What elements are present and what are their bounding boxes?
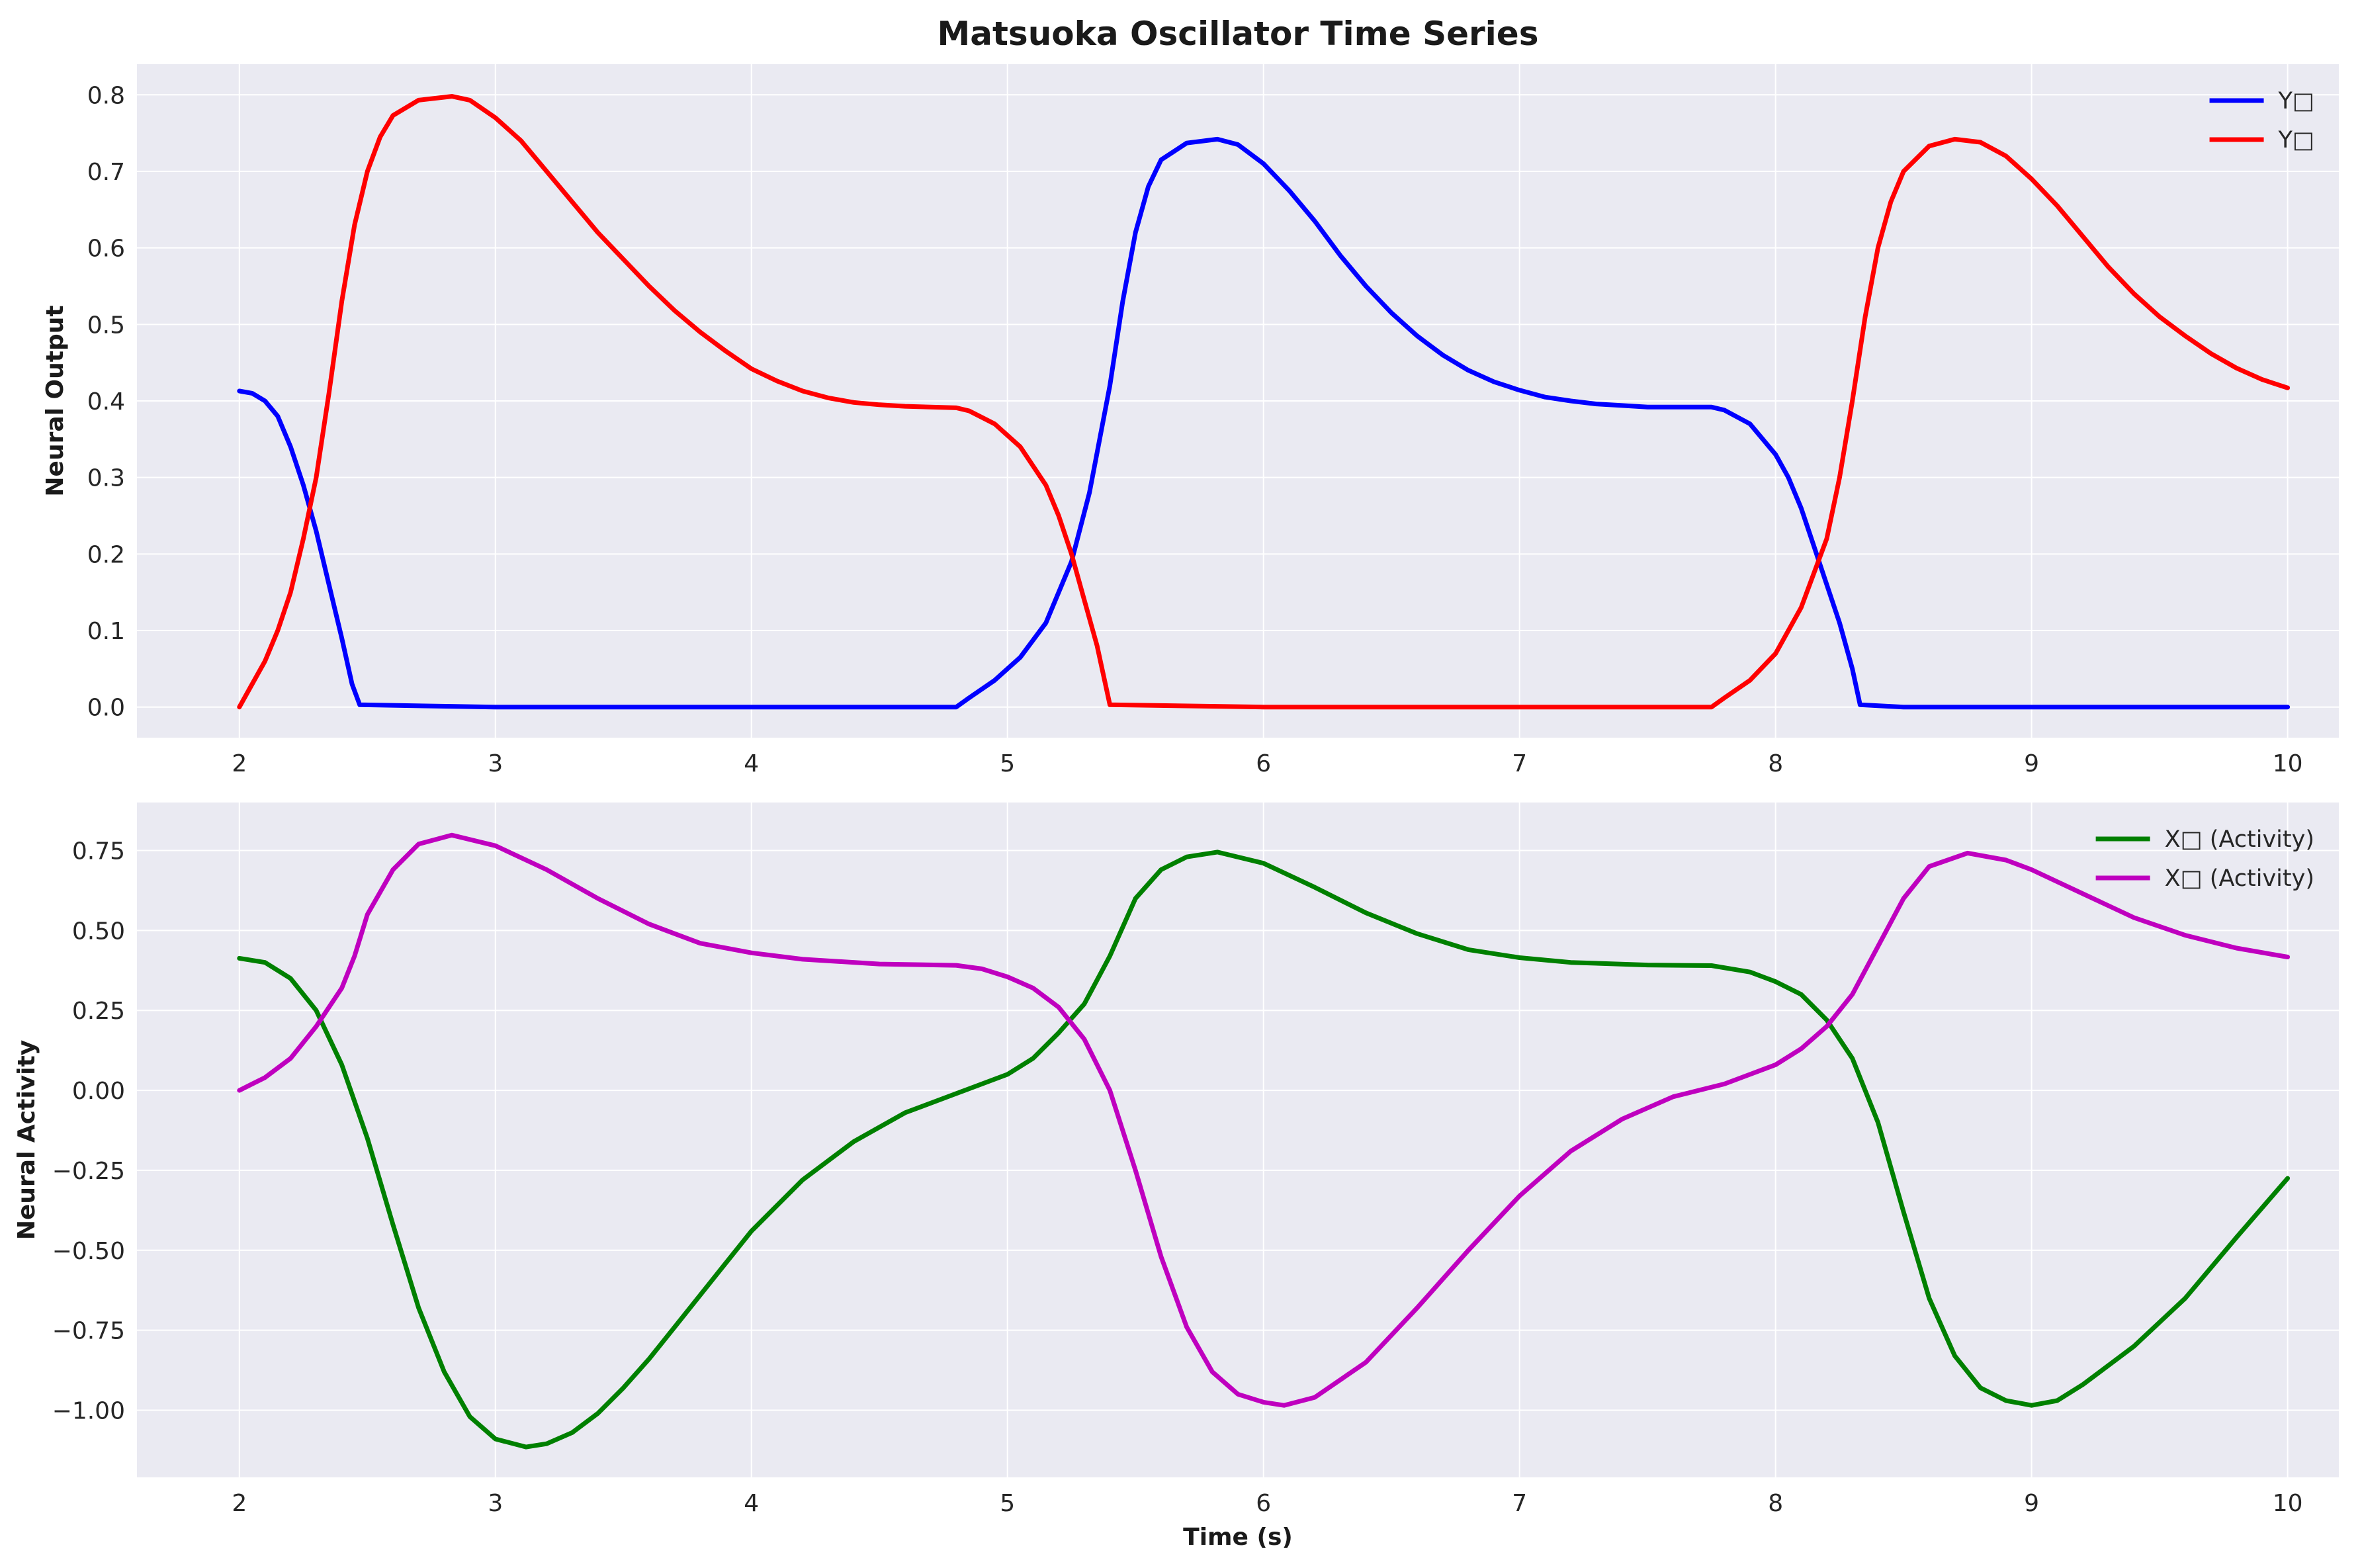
y-tick-label: 0.00 [72, 1078, 125, 1105]
y-axis-label: Neural Activity [13, 1040, 40, 1240]
x-tick-label: 10 [2273, 750, 2303, 777]
y-tick-label: 0.1 [87, 618, 125, 645]
neural-activity-chart: 2 3 4 5 6 7 8 9 10 0.75 0.50 0.25 0.00 −0.25 −0.50 −0.7… [13, 803, 2339, 1551]
legend-label: Y□ [2278, 88, 2314, 114]
y-tick-label: 0.4 [87, 388, 125, 415]
x-tick-label: 7 [1512, 1490, 1527, 1517]
plot-area [137, 803, 2339, 1477]
y-tick-label: −0.50 [52, 1238, 125, 1265]
x-tick-label: 8 [1768, 750, 1783, 777]
x-tick-label: 9 [2024, 750, 2039, 777]
figure-title: Matsuoka Oscillator Time Series [938, 15, 1539, 53]
legend: Y□ Y□ [2209, 88, 2314, 153]
y-tick-label: 0.50 [72, 918, 125, 945]
x-tick-label: 8 [1768, 1490, 1783, 1517]
y-tick-label: 0.25 [72, 998, 125, 1025]
x-tick-label: 3 [488, 750, 503, 777]
y-tick-label: 0.6 [87, 236, 125, 263]
legend-label: X□ (Activity) [2165, 826, 2314, 853]
x-tick-label: 5 [1000, 750, 1015, 777]
x-tick-label: 10 [2273, 1490, 2303, 1517]
y-tick-label: 0.2 [87, 541, 125, 568]
legend-label: Y□ [2278, 127, 2314, 153]
y-tick-label: 0.3 [87, 465, 125, 492]
x-tick-label: 2 [232, 1490, 247, 1517]
x-tick-label: 4 [744, 750, 759, 777]
grid-lines [137, 803, 2339, 1477]
x-tick-label: 6 [1256, 750, 1271, 777]
y-tick-label: −1.00 [52, 1397, 125, 1424]
x-tick-label: 6 [1256, 1490, 1271, 1517]
series-line-2 [237, 94, 2291, 710]
legend-label: X□ (Activity) [2165, 865, 2314, 892]
x-tick-label: 2 [232, 750, 247, 777]
y-tick-label: −0.25 [52, 1158, 125, 1185]
legend: X□ (Activity) X□ (Activity) [2095, 826, 2314, 892]
y-tick-label: −0.75 [52, 1318, 125, 1345]
series-line-2 [237, 832, 2291, 1408]
y-tick-label: 0.75 [72, 838, 125, 865]
x-tick-label: 5 [1000, 1490, 1015, 1517]
x-tick-label: 7 [1512, 750, 1527, 777]
series-line-1 [237, 136, 2291, 710]
y-axis-label: Neural Output [42, 305, 69, 496]
x-tick-label: 3 [488, 1490, 503, 1517]
x-axis-label: Time (s) [1183, 1524, 1293, 1551]
y-tick-label: 0.7 [87, 159, 125, 186]
x-tick-label: 4 [744, 1490, 759, 1517]
x-tick-label: 9 [2024, 1490, 2039, 1517]
neural-output-chart: 2 3 4 5 6 7 8 9 10 0.0 0.1 0.2 0.3 0.4 0.5 0.6 0.7 0.8 Neu… [42, 64, 2339, 777]
y-tick-label: 0.8 [87, 82, 125, 109]
series-line-1 [237, 849, 2291, 1450]
y-tick-label: 0.0 [87, 695, 125, 722]
y-tick-label: 0.5 [87, 312, 125, 339]
